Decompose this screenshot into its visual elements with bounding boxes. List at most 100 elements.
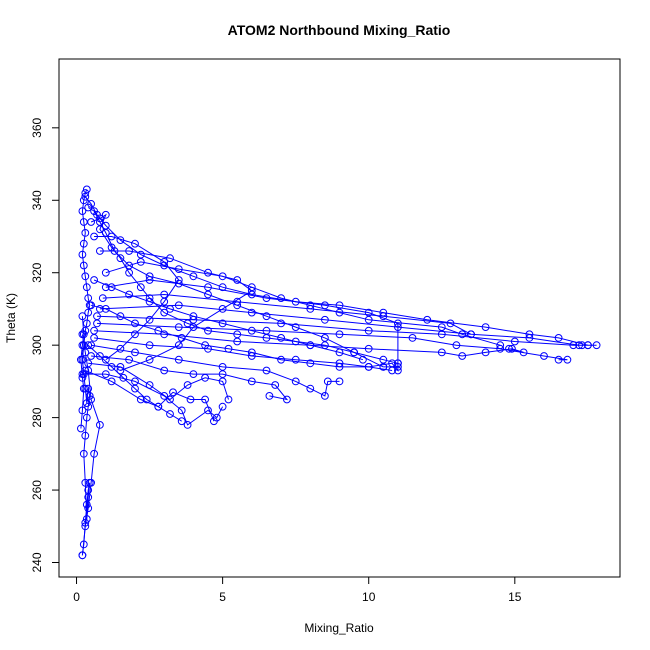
data-point [79,384,88,393]
data-point [90,449,98,458]
y-tick-label: 260 [30,480,44,500]
data-point [291,337,300,346]
data-point [101,305,110,313]
data-point [82,500,91,509]
data-point [335,348,344,357]
data-point [79,196,88,205]
data-point [87,200,95,208]
data-point [110,247,119,255]
series-line [94,330,524,357]
data-point [174,323,183,332]
data-point [125,261,134,270]
data-point [481,323,490,332]
data-point [247,308,256,317]
data-point [84,402,93,411]
data-point [218,319,227,328]
data-point [82,413,91,422]
data-point [510,337,519,346]
series-line [87,207,384,368]
data-point [136,283,145,292]
data-point [265,392,274,400]
data-point [323,377,332,386]
x-tick-label: 0 [73,590,80,604]
data-point [277,355,286,364]
data-point [96,247,104,255]
series-line [81,334,101,556]
data-point [78,312,87,321]
data-point [101,283,110,292]
data-point [247,326,256,335]
data-point [218,402,227,411]
data-point [79,330,88,339]
data-point [271,381,280,389]
data-point [233,330,242,339]
data-point [116,254,125,263]
data-point [160,330,169,339]
data-point [283,395,291,404]
data-point [77,355,85,364]
data-point [166,305,174,313]
data-point [350,348,359,357]
data-point [145,272,154,281]
data-point [177,406,186,415]
data-point [201,395,210,404]
data-point [291,377,300,386]
data-point [107,283,116,292]
data-point [131,330,139,339]
data-point [131,384,139,393]
series-line [84,196,589,346]
data-point [78,341,87,350]
data-point [145,341,154,350]
data-point [145,297,154,306]
data-point [262,294,271,303]
data-point [335,301,344,310]
data-point [508,344,516,353]
data-point [189,312,198,321]
data-point [96,421,104,429]
data-point [78,207,87,216]
data-point [379,308,388,317]
data-point [160,392,169,400]
data-point [505,344,513,353]
data-point [131,348,139,357]
data-point [481,348,490,357]
data-point [335,377,344,386]
data-point [291,297,300,306]
data-point [335,330,344,339]
data-point [394,363,402,371]
data-point [81,189,90,197]
data-point [224,344,233,353]
data-point [189,272,198,281]
data-point [204,290,212,299]
data-point [210,417,218,426]
data-point [90,232,98,241]
series-line [91,344,340,397]
data-point [84,384,93,393]
data-point [218,363,227,371]
data-point [306,384,315,393]
data-point [306,341,315,350]
data-point [96,305,104,313]
data-point [78,250,87,259]
data-point [125,355,134,364]
data-point [218,272,227,281]
data-point [262,366,271,375]
data-point [84,294,93,303]
data-point [79,449,88,458]
data-point [525,330,534,339]
data-point [592,341,601,350]
data-point [101,370,110,379]
data-point [116,366,125,375]
data-point [160,297,169,306]
data-point [81,478,90,487]
series-line [90,213,399,364]
plot-series [77,185,601,560]
data-point [174,265,183,274]
data-point [169,388,177,397]
data-point [233,301,242,310]
data-point [496,341,505,350]
data-point [145,381,154,389]
data-point [166,410,174,418]
series-line [90,304,393,371]
x-tick-label: 10 [362,590,376,604]
